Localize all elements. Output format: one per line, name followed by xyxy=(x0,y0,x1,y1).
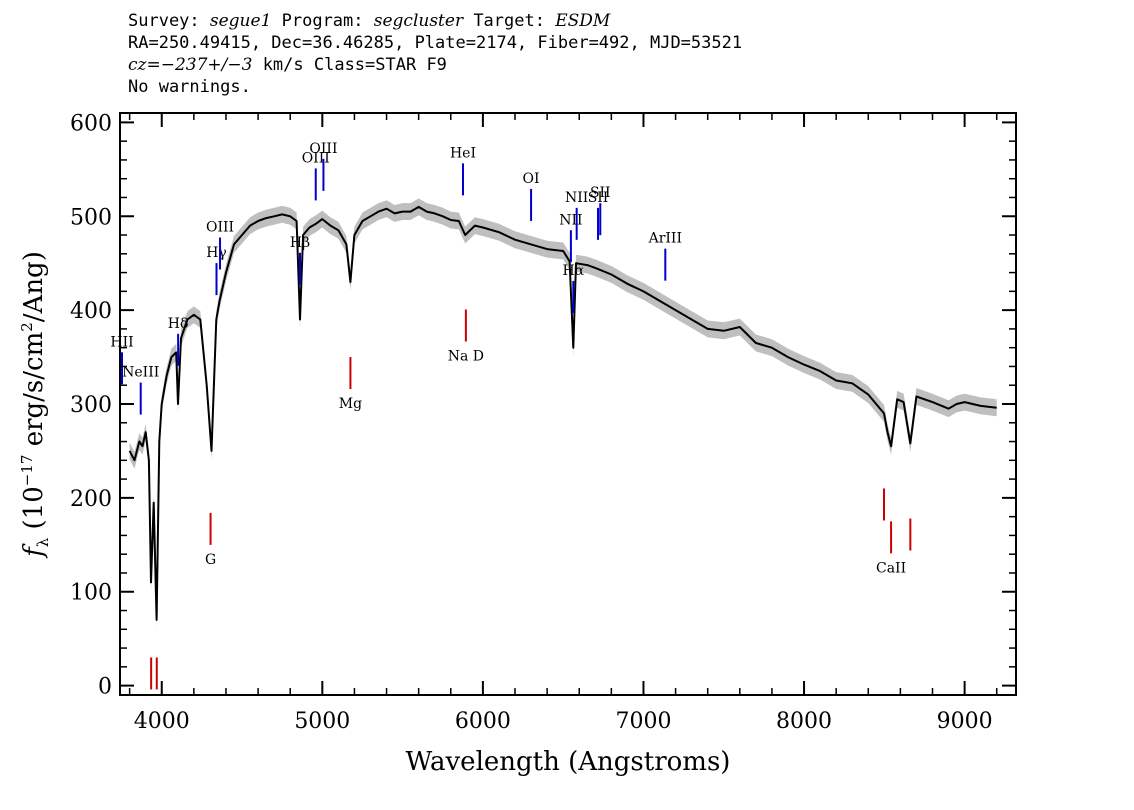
y-tick-label: 100 xyxy=(70,581,112,606)
cz-value: cz=−237+/−3 xyxy=(128,55,253,75)
x-tick-label: 4000 xyxy=(134,709,190,734)
absorption-line-label: Mg xyxy=(339,396,362,412)
x-axis-label: Wavelength (Angstroms) xyxy=(406,747,731,777)
header-line-survey: Survey: segue1 Program: segcluster Targe… xyxy=(128,10,742,32)
x-tick-label: 9000 xyxy=(937,709,993,734)
emission-line-label: NII xyxy=(565,190,588,206)
target-label: Target: xyxy=(463,11,556,31)
spectrum-header: Survey: segue1 Program: segcluster Targe… xyxy=(128,10,742,98)
emission-line-label: Hγ xyxy=(206,245,227,261)
emission-line-label: ArIII xyxy=(648,231,682,247)
header-line-warnings: No warnings. xyxy=(128,77,251,97)
y-tick-label: 0 xyxy=(98,675,112,700)
y-tick-label: 500 xyxy=(70,205,112,230)
emission-line-label: HII xyxy=(110,334,133,350)
class-value: km/s Class=STAR F9 xyxy=(252,55,447,75)
survey-label: Survey: xyxy=(128,11,210,31)
program-value: segcluster xyxy=(373,11,464,31)
series-layer xyxy=(128,205,997,621)
emission-line-label: OIII xyxy=(206,220,234,236)
x-tick-label: 8000 xyxy=(776,709,832,734)
survey-value: segue1 xyxy=(209,11,272,31)
emission-line-label: SII xyxy=(588,190,609,206)
x-tick-label: 6000 xyxy=(455,709,511,734)
header-line-coords: RA=250.49415, Dec=36.46285, Plate=2174, … xyxy=(128,33,743,53)
emission-line-label: Hβ xyxy=(290,235,310,251)
absorption-line-label: CaII xyxy=(876,560,906,576)
absorption-line-label: Na D xyxy=(448,349,484,365)
emission-line-label: NII xyxy=(559,212,582,228)
emission-line-label: OI xyxy=(523,171,540,187)
emission-line-label: HeI xyxy=(450,145,476,161)
emission-line-label: Hα xyxy=(562,263,584,279)
y-axis-label: fλ (10−17 erg/s/cm2/Ang) xyxy=(18,251,52,559)
y-tick-label: 400 xyxy=(70,299,112,324)
flux-series-line xyxy=(128,205,997,621)
program-label: Program: xyxy=(271,11,374,31)
x-tick-label: 7000 xyxy=(615,709,671,734)
x-tick-label: 5000 xyxy=(294,709,350,734)
emission-line-label: NeIII xyxy=(122,365,159,381)
y-tick-label: 300 xyxy=(70,393,112,418)
axes-layer: 4000 5000 6000 7000 8000 9000 0 100 200 300 400 500… xyxy=(70,111,1016,734)
target-value: ESDM xyxy=(555,11,611,31)
emission-line-label: Hδ xyxy=(168,316,189,332)
y-tick-label: 600 xyxy=(70,111,112,136)
y-tick-label: 200 xyxy=(70,487,112,512)
absorption-line-label: G xyxy=(205,552,216,568)
emission-line-label: OIII xyxy=(309,141,337,157)
emission-line-label: SII xyxy=(590,185,611,201)
header-line-redshift: cz=−237+/−3 km/s Class=STAR F9 xyxy=(128,54,742,76)
